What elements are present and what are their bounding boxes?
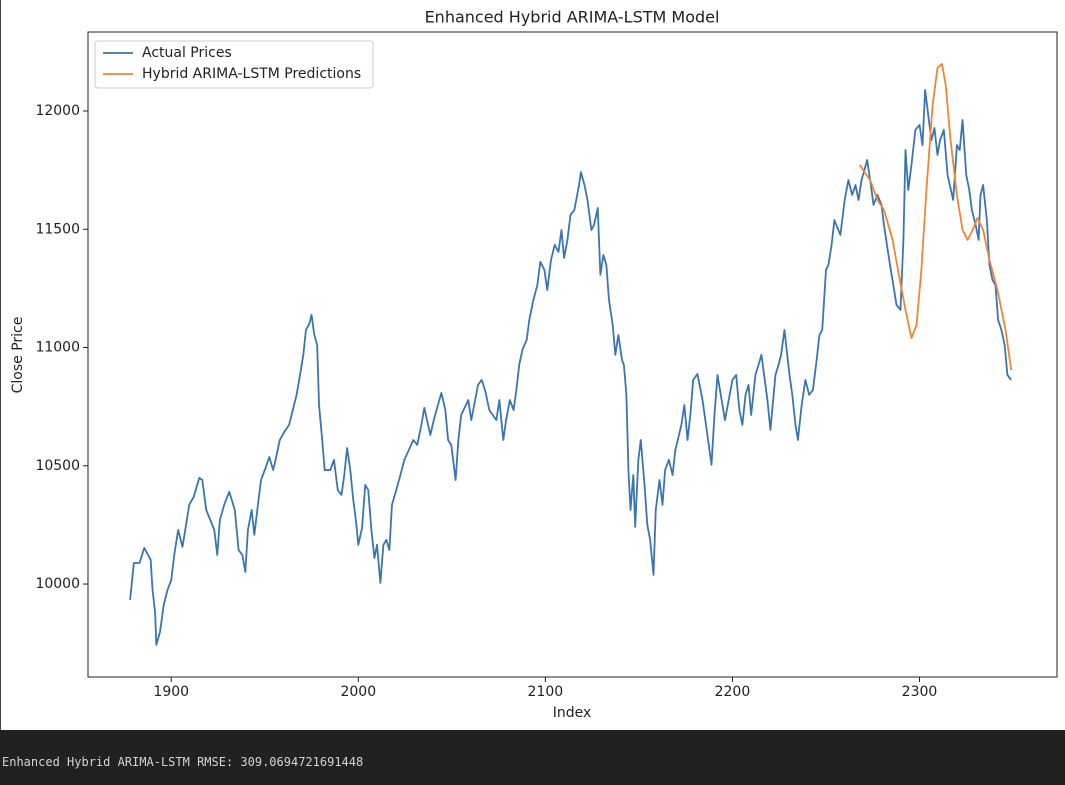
x-tick-label: 2100 (528, 684, 564, 700)
chart-title: Enhanced Hybrid ARIMA-LSTM Model (425, 8, 720, 27)
chart: Enhanced Hybrid ARIMA-LSTM Model Index C… (0, 0, 1058, 730)
x-axis-label: Index (553, 705, 592, 721)
data-line (858, 63, 1013, 371)
plot-frame (87, 31, 1058, 678)
y-tick-label: 11000 (35, 340, 80, 356)
legend-label: Hybrid ARIMA-LSTM Predictions (142, 66, 361, 82)
console-output: Enhanced Hybrid ARIMA-LSTM RMSE: 309.069… (0, 730, 1065, 785)
y-tick-label: 12000 (35, 103, 80, 119)
legend-box (94, 40, 374, 89)
y-axis-label: Close Price (10, 317, 26, 394)
data-line (129, 89, 1012, 646)
x-tick-label: 1900 (153, 684, 189, 700)
y-tick-label: 11500 (35, 221, 80, 237)
legend-label: Actual Prices (142, 45, 232, 61)
x-tick-label: 2000 (340, 684, 376, 700)
y-tick-label: 10500 (35, 458, 80, 474)
y-tick-label: 10000 (35, 576, 80, 592)
x-tick-label: 2200 (715, 684, 751, 700)
x-tick-label: 2300 (902, 684, 938, 700)
